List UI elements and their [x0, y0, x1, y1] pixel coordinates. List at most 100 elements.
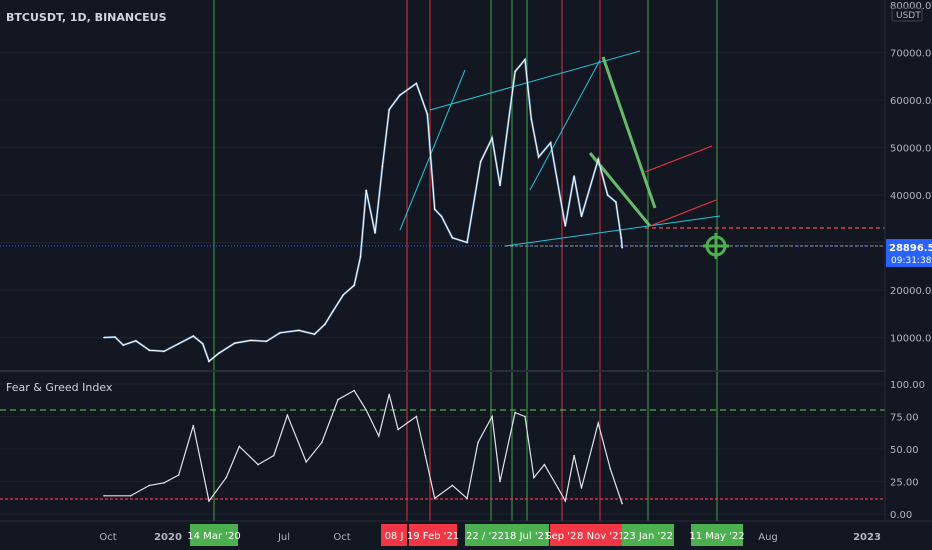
fear-greed-point: [129, 495, 132, 497]
fear-greed-point: [388, 393, 391, 396]
event-date-text: 14 Mar '20: [187, 531, 240, 542]
price-point: [580, 215, 583, 218]
price-point: [573, 175, 575, 177]
price-axis-top-label: 80000.00: [890, 1, 932, 12]
event-date-label: 22 / '22: [465, 524, 505, 546]
index-tick-label: 50.00: [890, 445, 919, 456]
event-date-box: [381, 524, 407, 546]
fear-greed-point: [225, 476, 227, 479]
fear-greed-point: [378, 435, 380, 437]
price-point: [564, 225, 567, 227]
price-point: [549, 142, 552, 144]
fear-greed-point: [524, 415, 526, 418]
time-tick-label: Oct: [99, 532, 116, 543]
price-point: [514, 70, 516, 73]
price-point: [606, 194, 609, 196]
price-point: [365, 189, 368, 192]
fear-greed-point: [103, 495, 105, 497]
fear-greed-point: [177, 474, 180, 476]
price-point: [353, 284, 356, 287]
price-axis-currency: USDT: [896, 11, 921, 21]
red-channel-upper: [644, 145, 713, 173]
red-channel-lower: [649, 199, 717, 227]
event-date-label: 23 Jan '22: [622, 524, 674, 546]
price-point: [135, 340, 137, 342]
event-date-text: 19 Feb '21: [407, 531, 459, 542]
index-tick-label: 75.00: [890, 413, 919, 424]
fear-greed-point: [620, 500, 622, 502]
price-tick-label: 40000.00: [890, 191, 932, 202]
fear-greed-point: [337, 398, 339, 401]
price-tick-label: 60000.00: [890, 96, 932, 107]
support-line-left: [399, 69, 466, 231]
fear-greed-point: [208, 500, 210, 502]
price-point: [218, 352, 220, 355]
last-price-tag: 28896.51 09:31:38: [886, 239, 932, 267]
price-point: [324, 323, 326, 326]
fear-greed-point: [238, 445, 241, 448]
price-point: [192, 335, 195, 337]
price-point: [620, 237, 622, 239]
fear-greed-point: [491, 415, 493, 418]
event-date-text: Sep '21: [545, 531, 583, 542]
time-tick-label: 2020: [154, 532, 182, 543]
price-point: [621, 246, 623, 249]
price-point: [342, 294, 345, 296]
fear-greed-point: [353, 389, 356, 392]
price-point: [615, 201, 617, 203]
price-point: [374, 232, 376, 234]
grid: [0, 52, 885, 515]
price-point: [233, 342, 236, 345]
price-axis-currency-box[interactable]: [891, 7, 923, 22]
event-date-box: [465, 524, 505, 546]
price-tick-label: 50000.00: [890, 144, 932, 155]
fear-greed-point: [424, 454, 427, 457]
price-point: [491, 137, 493, 139]
index-reference-lines: [0, 409, 885, 500]
price-point: [201, 342, 204, 345]
event-date-text: 08 J: [385, 531, 404, 542]
price-point: [208, 360, 210, 363]
price-point: [298, 329, 300, 332]
event-lines: [213, 0, 718, 521]
support-line-mid: [529, 59, 601, 191]
fear-greed-point: [286, 414, 289, 417]
event-date-label: 14 Mar '20: [187, 524, 241, 546]
price-point: [398, 94, 401, 97]
event-date-label: 19 Feb '21: [407, 524, 459, 546]
channel-lower-line: [504, 215, 721, 247]
crosshair-target-icon: [703, 233, 729, 259]
event-date-box: [505, 524, 549, 546]
fear-greed-line: [104, 389, 623, 504]
time-tick-label: Aug: [758, 532, 778, 543]
price-point: [479, 161, 482, 163]
fear-greed-series: [103, 389, 623, 505]
fear-greed-point: [163, 482, 165, 484]
fear-greed-point: [451, 484, 454, 487]
downtrend-line-thick: [601, 56, 657, 209]
price-point: [530, 118, 533, 120]
fear-greed-point: [573, 454, 575, 457]
last-price-countdown: 09:31:38: [891, 256, 932, 266]
time-tick-label: Jul: [277, 532, 290, 543]
fear-greed-point: [477, 441, 479, 444]
time-tick-label: Oct: [333, 532, 350, 543]
fear-greed-point: [257, 463, 259, 466]
event-date-label: 8 Nov '21: [577, 524, 625, 546]
price-point: [148, 349, 151, 352]
price-point: [426, 113, 429, 116]
price-point: [250, 339, 252, 342]
fear-greed-point: [305, 461, 308, 463]
event-date-box: [550, 524, 578, 546]
fear-greed-point: [514, 411, 516, 414]
indicator-title: Fear & Greed Index: [6, 381, 113, 394]
fear-greed-point: [499, 480, 501, 483]
price-series: [103, 56, 624, 364]
event-date-text: 8 Nov '21: [577, 531, 625, 542]
price-point: [597, 158, 599, 161]
fear-greed-point: [365, 409, 368, 411]
price-point: [332, 310, 334, 313]
price-point: [415, 82, 418, 85]
